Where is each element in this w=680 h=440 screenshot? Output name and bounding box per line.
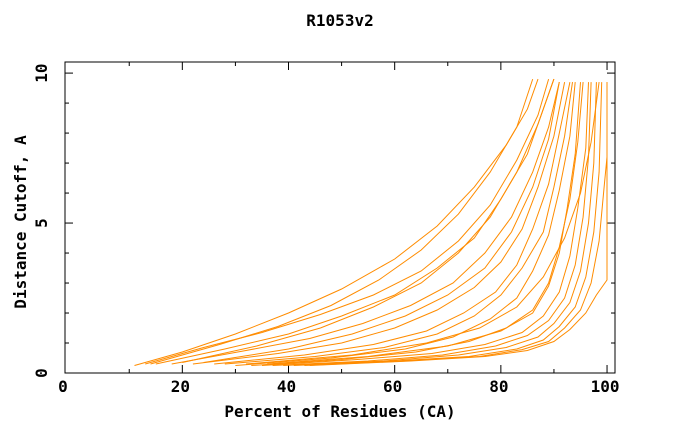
x-tick-label: 60 <box>383 377 402 396</box>
model-curve <box>293 82 603 366</box>
model-curve <box>182 78 555 363</box>
model-curve <box>203 82 560 363</box>
x-tick-label: 40 <box>277 377 296 396</box>
chart-title: R1053v2 <box>306 11 373 30</box>
model-curve <box>192 82 566 365</box>
x-tick-label: 100 <box>591 377 620 396</box>
plot-border <box>64 61 616 374</box>
y-tick-label: 5 <box>32 218 51 228</box>
model-curve <box>224 82 573 365</box>
x-tick-label: 20 <box>171 377 190 396</box>
axis-ticks <box>65 62 615 373</box>
model-curve <box>267 82 581 365</box>
model-curve <box>134 78 539 366</box>
model-curve <box>251 82 584 366</box>
x-axis-label: Percent of Residues (CA) <box>224 402 455 421</box>
model-curve <box>214 81 571 365</box>
model-curve <box>155 78 555 365</box>
y-axis-label: Distance Cutoff, A <box>11 135 30 309</box>
model-curve <box>261 82 589 366</box>
y-tick-label: 10 <box>32 63 51 82</box>
x-tick-label: 80 <box>489 377 508 396</box>
model-curve <box>283 82 597 366</box>
model-curve <box>171 81 560 365</box>
model-curve <box>272 82 592 366</box>
x-tick-label: 0 <box>58 377 68 396</box>
model-curve <box>145 78 550 365</box>
model-curves <box>134 78 608 366</box>
axis-tick-labels: 0 20 40 60 80 100 0 5 10 <box>32 63 619 396</box>
model-curve <box>235 82 576 366</box>
y-tick-label: 0 <box>32 368 51 378</box>
model-curve <box>245 82 600 365</box>
model-curve <box>150 78 534 365</box>
model-curve <box>309 82 608 366</box>
